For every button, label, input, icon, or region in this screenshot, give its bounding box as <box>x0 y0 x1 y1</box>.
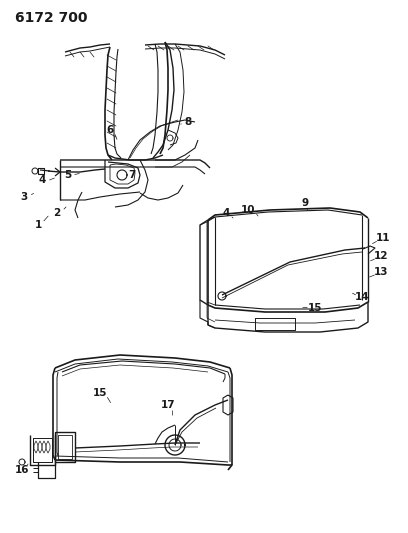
Text: 6172 700: 6172 700 <box>15 11 87 25</box>
Text: 11: 11 <box>376 233 390 243</box>
Text: 10: 10 <box>241 205 255 215</box>
Text: 4: 4 <box>38 175 46 185</box>
Text: 2: 2 <box>53 208 61 218</box>
Text: 17: 17 <box>161 400 175 410</box>
Text: 15: 15 <box>93 388 107 398</box>
Text: 4: 4 <box>222 208 230 218</box>
Text: 8: 8 <box>184 117 192 127</box>
Text: 15: 15 <box>308 303 322 313</box>
Text: 9: 9 <box>302 198 308 208</box>
Text: 6: 6 <box>106 125 113 135</box>
Text: 5: 5 <box>64 170 72 180</box>
Text: 7: 7 <box>128 170 136 180</box>
Text: 12: 12 <box>374 251 388 261</box>
Text: 16: 16 <box>15 465 29 475</box>
Text: 3: 3 <box>20 192 28 202</box>
Text: 1: 1 <box>34 220 42 230</box>
Text: 14: 14 <box>355 292 369 302</box>
Text: 13: 13 <box>374 267 388 277</box>
